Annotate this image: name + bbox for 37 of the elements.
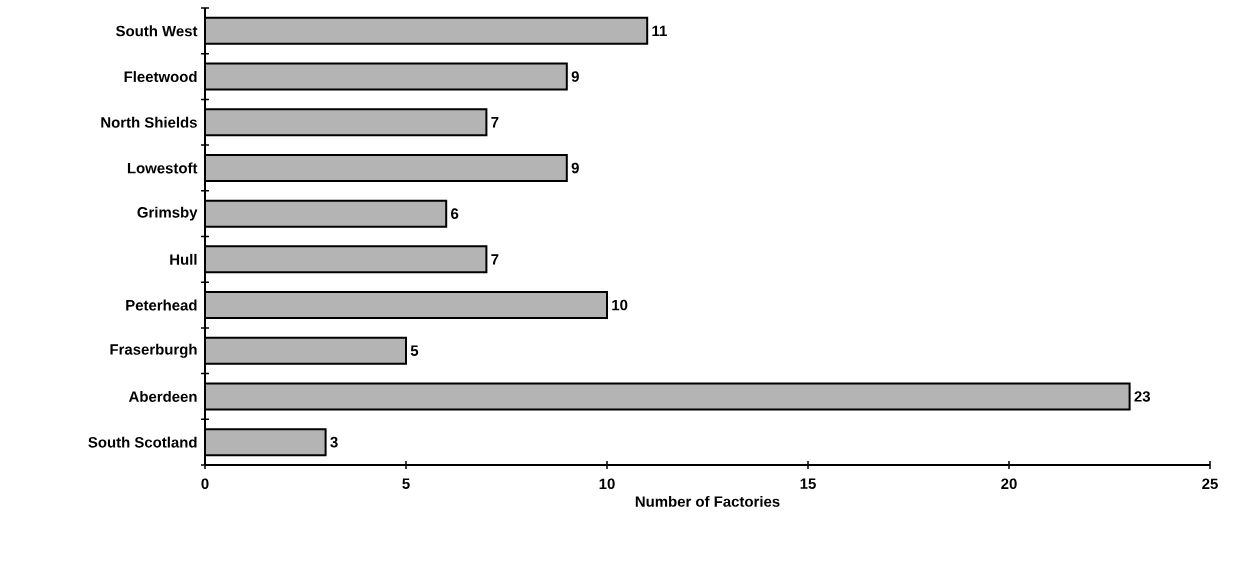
x-tick-label: 25 (1202, 478, 1218, 490)
bar (205, 62, 568, 91)
data-label: 9 (571, 71, 579, 82)
x-tick-label: 15 (800, 478, 816, 489)
x-tick-label: 10 (599, 478, 615, 490)
data-label: 7 (491, 254, 499, 265)
bar (205, 153, 568, 182)
bar (205, 382, 1131, 411)
y-tick-label: North Shields (101, 116, 197, 128)
y-tick-label: Fraserburgh (110, 343, 197, 358)
bar (205, 336, 407, 365)
bar (205, 291, 608, 320)
y-tick-label: Hull (170, 253, 197, 265)
data-label: 5 (410, 345, 419, 356)
y-tick-label: Grimsby (137, 206, 198, 221)
bar (205, 428, 327, 457)
y-tick-label: Peterhead (126, 299, 197, 311)
x-axis-title: Number of Factories (635, 495, 780, 507)
y-tick-label: Aberdeen (128, 390, 197, 402)
bar (205, 108, 488, 137)
bar (205, 199, 448, 228)
y-tick-label: Lowestoft (127, 162, 198, 174)
data-label: 11 (652, 25, 667, 36)
x-tick-label: 0 (201, 478, 209, 490)
x-tick-label: 20 (1001, 478, 1017, 490)
bar (205, 16, 649, 45)
data-label: 9 (571, 162, 579, 174)
bar (205, 245, 488, 274)
data-label: 7 (491, 117, 499, 128)
y-tick-label: Fleetwood (124, 71, 197, 83)
y-tick-label: South West (116, 25, 198, 37)
data-label: 6 (451, 208, 459, 219)
data-label: 3 (330, 436, 338, 448)
x-tick-label: 5 (402, 478, 410, 489)
y-tick-label: South Scotland (88, 436, 197, 448)
data-label: 10 (612, 299, 628, 311)
data-label: 23 (1134, 391, 1150, 402)
